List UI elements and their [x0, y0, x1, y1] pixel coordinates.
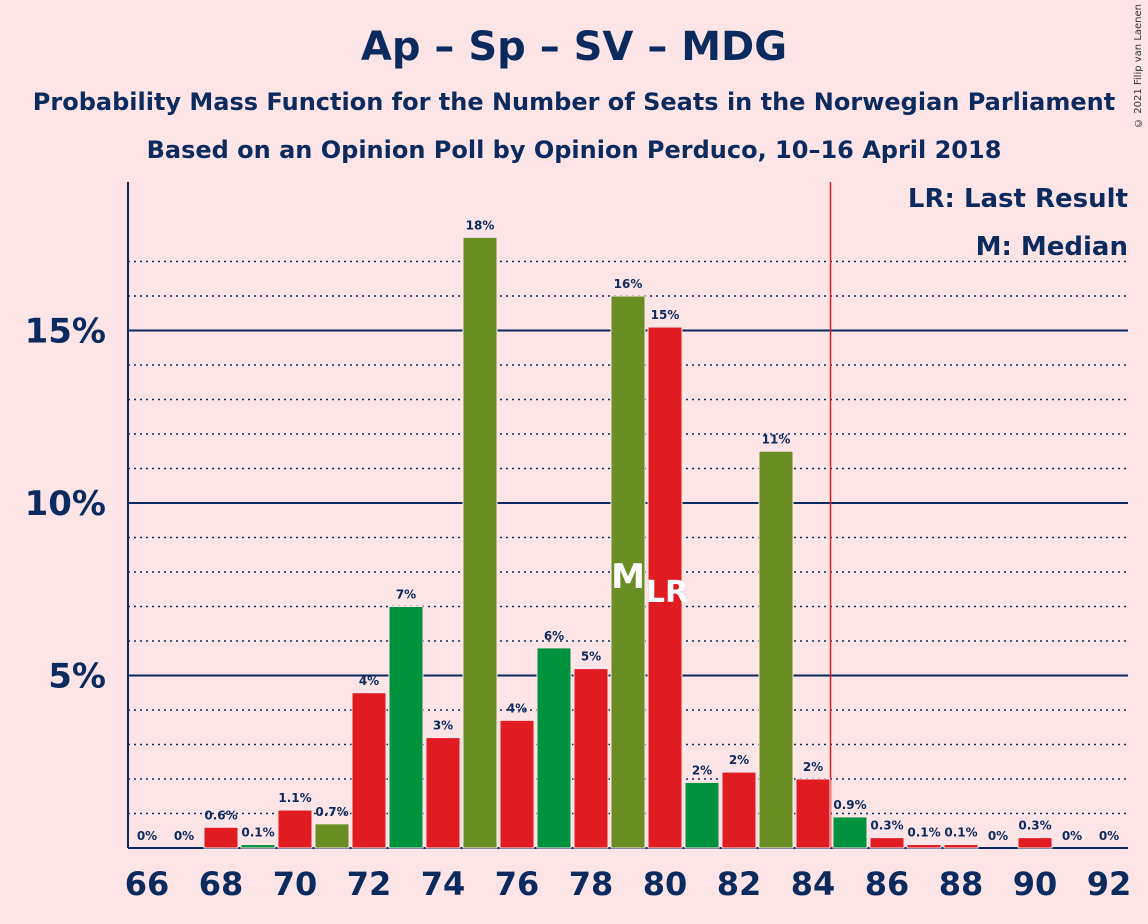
- x-tick-label: 90: [1013, 865, 1058, 903]
- data-label-seat-74: 3%: [433, 719, 453, 733]
- last-result-marker: LR: [646, 575, 688, 610]
- bar-seat-73: [388, 606, 424, 849]
- x-tick-label: 78: [569, 865, 614, 903]
- data-label-seat-83: 11%: [762, 432, 791, 446]
- x-tick-label: 82: [717, 865, 762, 903]
- x-tick-label: 70: [273, 865, 318, 903]
- data-label-seat-92: 0%: [1099, 829, 1119, 843]
- bar-seat-76: [499, 719, 535, 849]
- bar-seat-87: [906, 844, 942, 849]
- bar-seat-86: [869, 837, 905, 849]
- data-label-seat-69: 0.1%: [241, 826, 274, 840]
- bar-seat-75: [462, 236, 498, 849]
- x-tick-label: 80: [643, 865, 688, 903]
- data-label-seat-75: 18%: [466, 218, 495, 232]
- x-tick-label: 66: [125, 865, 170, 903]
- data-label-seat-79: 16%: [614, 277, 643, 291]
- bar-seat-72: [351, 692, 387, 849]
- bar-seat-82: [721, 771, 757, 849]
- data-label-seat-80: 15%: [651, 308, 680, 322]
- legend-median: M: Median: [975, 232, 1128, 262]
- x-tick-label: 74: [421, 865, 466, 903]
- bar-seat-78: [573, 668, 609, 849]
- x-tick-label: 88: [939, 865, 984, 903]
- data-label-seat-68: 0.6%: [204, 808, 237, 822]
- bar-seat-84: [795, 778, 831, 849]
- data-label-seat-73: 7%: [396, 588, 416, 602]
- bar-seat-80: [647, 326, 683, 849]
- bar-seat-79: [610, 295, 646, 849]
- data-label-seat-77: 6%: [544, 629, 564, 643]
- data-label-seat-72: 4%: [359, 674, 379, 688]
- data-label-seat-67: 0%: [174, 829, 194, 843]
- data-label-seat-85: 0.9%: [833, 798, 866, 812]
- chart-subtitle-1: Probability Mass Function for the Number…: [32, 88, 1116, 116]
- bar-seat-90: [1017, 837, 1053, 849]
- y-tick-label: 10%: [25, 484, 106, 524]
- bar-seat-70: [277, 809, 313, 849]
- x-tick-label: 84: [791, 865, 836, 903]
- chart-title: Ap – Sp – SV – MDG: [360, 24, 788, 70]
- bar-seat-77: [536, 647, 572, 849]
- data-label-seat-84: 2%: [803, 760, 823, 774]
- data-label-seat-87: 0.1%: [907, 826, 940, 840]
- bar-seat-71: [314, 823, 350, 849]
- bar-seat-83: [758, 450, 794, 849]
- data-label-seat-89: 0%: [988, 829, 1008, 843]
- bar-seat-88: [943, 844, 979, 849]
- legend-last-result: LR: Last Result: [907, 184, 1128, 214]
- data-label-seat-91: 0%: [1062, 829, 1082, 843]
- y-tick-label: 5%: [48, 657, 106, 697]
- data-label-seat-82: 2%: [729, 753, 749, 767]
- bar-seat-68: [203, 826, 239, 849]
- x-tick-label: 86: [865, 865, 910, 903]
- chart-subtitle-2: Based on an Opinion Poll by Opinion Perd…: [146, 136, 1002, 164]
- x-tick-label: 72: [347, 865, 392, 903]
- bar-seat-81: [684, 781, 720, 849]
- data-label-seat-86: 0.3%: [870, 819, 903, 833]
- data-label-seat-81: 2%: [692, 763, 712, 777]
- data-label-seat-90: 0.3%: [1018, 819, 1051, 833]
- data-label-seat-88: 0.1%: [944, 826, 977, 840]
- y-tick-label: 15%: [25, 312, 106, 352]
- data-label-seat-70: 1.1%: [278, 791, 311, 805]
- data-label-seat-71: 0.7%: [315, 805, 348, 819]
- data-label-seat-76: 4%: [507, 701, 527, 715]
- x-tick-label: 92: [1087, 865, 1132, 903]
- data-label-seat-66: 0%: [137, 829, 157, 843]
- bar-seat-69: [240, 844, 276, 849]
- x-tick-label: 68: [199, 865, 244, 903]
- median-marker: M: [611, 557, 645, 597]
- data-label-seat-78: 5%: [581, 650, 601, 664]
- x-tick-label: 76: [495, 865, 540, 903]
- bar-seat-85: [832, 816, 868, 849]
- bar-seat-74: [425, 737, 461, 849]
